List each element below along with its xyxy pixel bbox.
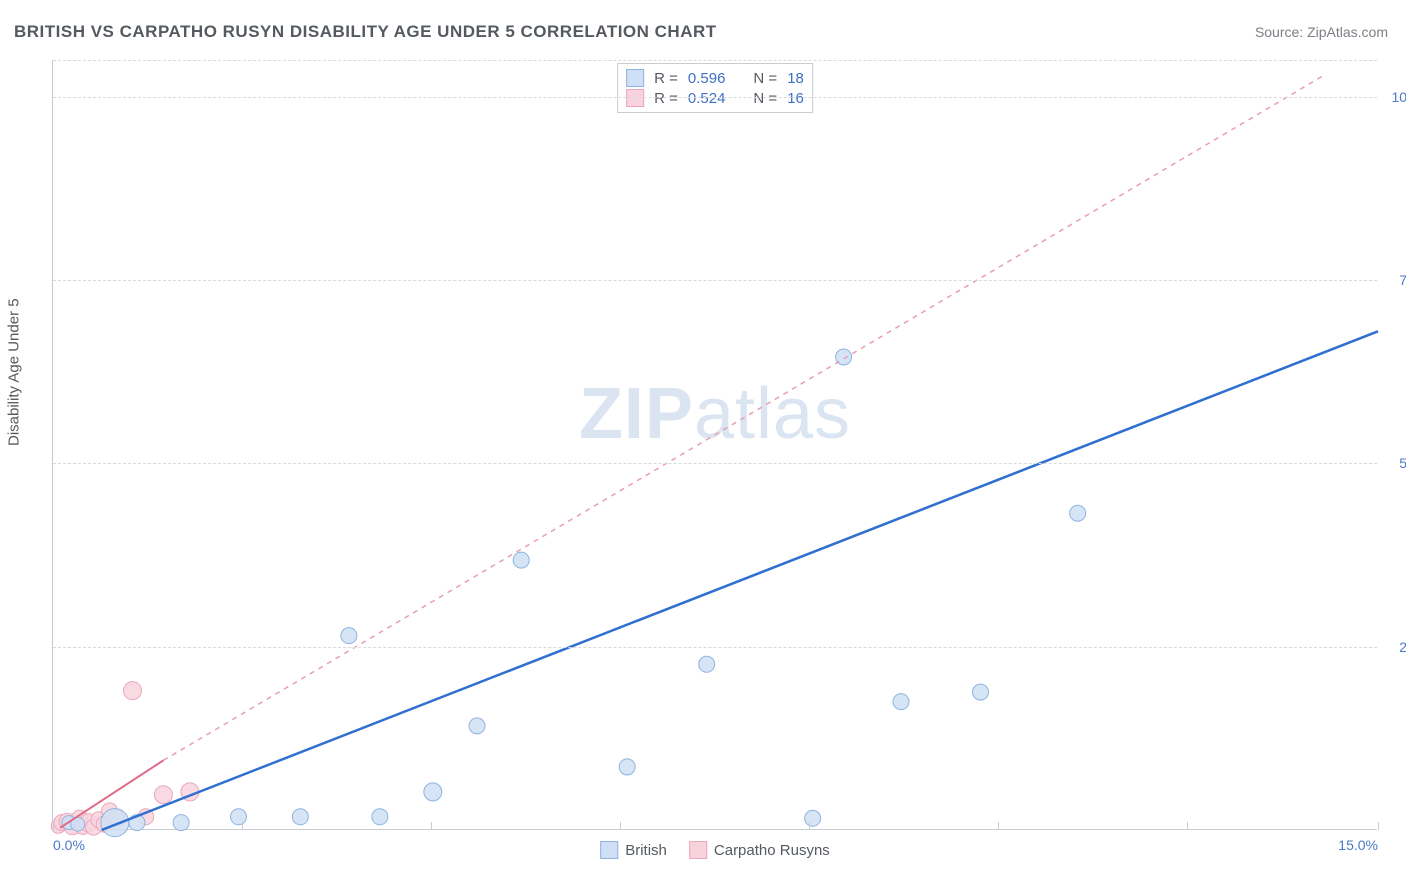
- data-point: [341, 628, 357, 644]
- gridline: [53, 463, 1377, 464]
- legend-item-british: British: [600, 841, 667, 859]
- plot-area: ZIPatlas R = 0.596 N = 18 R = 0.524 N = …: [52, 60, 1377, 830]
- data-point: [424, 783, 442, 801]
- xtick: [53, 822, 54, 830]
- ytick-label: 100.0%: [1383, 89, 1406, 105]
- data-point: [124, 682, 142, 700]
- r-label: R =: [654, 70, 678, 87]
- trend-line: [102, 331, 1378, 830]
- source-attribution: Source: ZipAtlas.com: [1255, 24, 1388, 40]
- stats-row-british: R = 0.596 N = 18: [626, 68, 804, 88]
- source-value: ZipAtlas.com: [1307, 24, 1388, 40]
- gridline: [53, 60, 1377, 61]
- data-point: [154, 786, 172, 804]
- gridline: [53, 280, 1377, 281]
- n-value-british: 18: [787, 70, 804, 87]
- ytick-label: 50.0%: [1383, 455, 1406, 471]
- chart-container: BRITISH VS CARPATHO RUSYN DISABILITY AGE…: [0, 0, 1406, 892]
- xtick: [242, 822, 243, 830]
- data-point: [469, 718, 485, 734]
- ytick-label: 75.0%: [1383, 272, 1406, 288]
- chart-title: BRITISH VS CARPATHO RUSYN DISABILITY AGE…: [14, 22, 717, 42]
- data-point: [292, 809, 308, 825]
- gridline: [53, 647, 1377, 648]
- data-point: [699, 656, 715, 672]
- legend-label-british: British: [625, 842, 667, 859]
- data-point: [973, 684, 989, 700]
- r-label: R =: [654, 90, 678, 107]
- data-point: [372, 809, 388, 825]
- xtick-label: 0.0%: [53, 837, 85, 853]
- trend-line: [163, 75, 1325, 761]
- ytick-label: 25.0%: [1383, 639, 1406, 655]
- r-value-carpatho: 0.524: [688, 90, 726, 107]
- swatch-carpatho: [626, 89, 644, 107]
- data-point: [805, 810, 821, 826]
- data-point: [893, 694, 909, 710]
- data-point: [619, 759, 635, 775]
- xtick: [620, 822, 621, 830]
- legend-item-carpatho: Carpatho Rusyns: [689, 841, 830, 859]
- gridline: [53, 97, 1377, 98]
- stats-legend: R = 0.596 N = 18 R = 0.524 N = 16: [617, 63, 813, 113]
- data-point: [1070, 505, 1086, 521]
- legend-label-carpatho: Carpatho Rusyns: [714, 842, 830, 859]
- swatch-british: [626, 69, 644, 87]
- data-point: [173, 815, 189, 831]
- n-label: N =: [753, 90, 777, 107]
- data-point: [101, 809, 129, 837]
- series-legend: British Carpatho Rusyns: [600, 841, 830, 859]
- data-point: [513, 552, 529, 568]
- xtick: [1187, 822, 1188, 830]
- xtick: [431, 822, 432, 830]
- xtick: [809, 822, 810, 830]
- r-value-british: 0.596: [688, 70, 726, 87]
- n-label: N =: [753, 70, 777, 87]
- data-point: [231, 809, 247, 825]
- swatch-carpatho: [689, 841, 707, 859]
- xtick: [1378, 822, 1379, 830]
- y-axis-title: Disability Age Under 5: [6, 298, 23, 446]
- xtick-label: 15.0%: [1338, 837, 1378, 853]
- swatch-british: [600, 841, 618, 859]
- n-value-carpatho: 16: [787, 90, 804, 107]
- xtick: [998, 822, 999, 830]
- source-label: Source:: [1255, 24, 1307, 40]
- stats-row-carpatho: R = 0.524 N = 16: [626, 88, 804, 108]
- chart-svg: [53, 60, 1377, 829]
